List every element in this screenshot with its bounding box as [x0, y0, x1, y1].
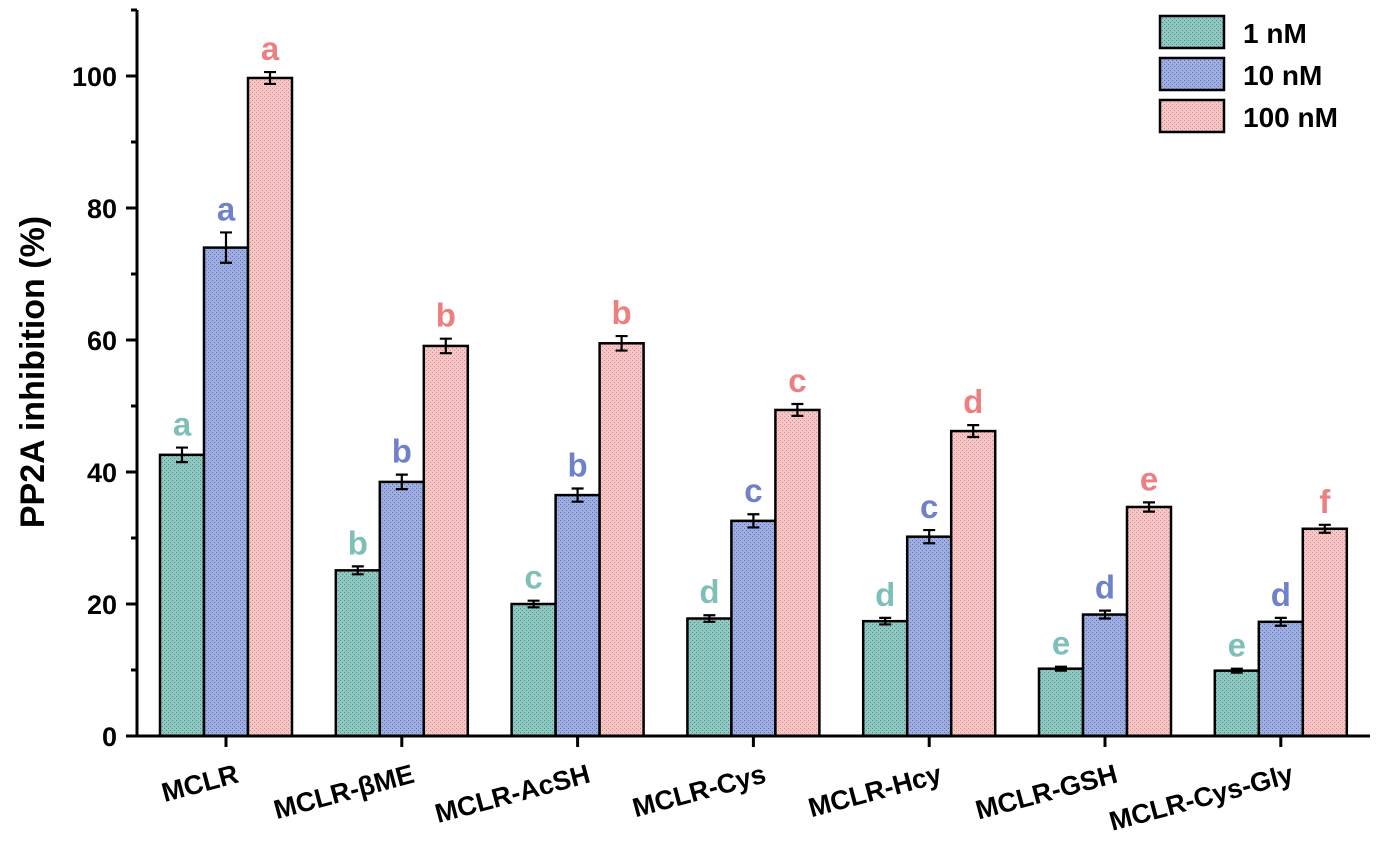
error-bar-10-nm-mclr — [220, 231, 232, 264]
x-tick-label-mclr-acsh: MCLR-AcSH — [432, 759, 593, 829]
significance-letter-1-nm-mclr-me: b — [348, 524, 368, 561]
error-bar-100-nm-mclr-cys-gly — [1318, 523, 1331, 534]
bars-layer — [158, 76, 1349, 738]
error-bar-1-nm-mclr-cys — [703, 614, 716, 623]
y-tick-label-100: 100 — [72, 62, 117, 92]
x-ticks: MCLR MCLR-βME MCLR-AcSH MCLR-Cys MCLR-Hcy MCL… — [158, 736, 1296, 837]
x-tick-label-mclr: MCLR — [158, 759, 241, 808]
bar-10-nm-mclr-acsh — [554, 493, 601, 738]
legend-label-10-nm: 10 nM — [1243, 60, 1322, 91]
legend-swatch-10-nm — [1158, 56, 1226, 92]
bar-1-nm-mclr-acsh — [510, 602, 557, 738]
error-bar-100-nm-mclr-acsh — [615, 334, 628, 352]
error-bar-1-nm-mclr-gsh — [1055, 665, 1067, 672]
y-tick-label-0: 0 — [102, 722, 117, 752]
bar-10-nm-mclr-me — [378, 480, 426, 738]
bar-100-nm-mclr-hcy — [949, 429, 997, 738]
error-bar-1-nm-mclr-me — [351, 565, 364, 576]
bar-1-nm-mclr-cys-gly — [1213, 669, 1261, 738]
significance-letter-100-nm-mclr: a — [261, 30, 280, 67]
error-bar-100-nm-mclr — [264, 70, 276, 86]
bar-1-nm-mclr-gsh — [1037, 667, 1085, 738]
y-ticks: 0 20 40 60 80 100 — [72, 8, 137, 752]
significance-letter-1-nm-mclr-gsh: e — [1052, 625, 1070, 662]
y-axis-label: PP2A inhibition (%) — [14, 216, 52, 528]
significance-letter-10-nm-mclr-hcy: c — [920, 488, 938, 525]
error-bar-10-nm-mclr-cys — [747, 513, 760, 529]
significance-letter-10-nm-mclr-gsh: d — [1095, 569, 1115, 606]
error-bar-100-nm-mclr-hcy — [967, 424, 980, 439]
bar-100-nm-mclr-cys-gly — [1301, 527, 1349, 738]
significance-letter-1-nm-mclr: a — [173, 406, 192, 443]
bar-100-nm-mclr-me — [422, 344, 470, 738]
error-bar-10-nm-mclr-gsh — [1099, 609, 1111, 620]
error-bars-layer — [176, 70, 1331, 674]
y-tick-label-60: 60 — [87, 326, 117, 356]
significance-letter-1-nm-mclr-acsh: c — [524, 559, 542, 596]
error-bar-100-nm-mclr-cys — [791, 402, 804, 417]
bar-10-nm-mclr-gsh — [1081, 613, 1129, 738]
error-bar-1-nm-mclr-hcy — [879, 616, 892, 626]
significance-letter-10-nm-mclr-cys: c — [744, 472, 762, 509]
error-bar-10-nm-mclr-acsh — [571, 487, 584, 503]
significance-letter-1-nm-mclr-cys-gly: e — [1228, 627, 1246, 664]
x-tick-label-mclr-me: MCLR-βME — [271, 759, 418, 825]
legend: 1 nM 10 nM 100 nM — [1158, 14, 1338, 134]
significance-letter-1-nm-mclr-hcy: d — [875, 576, 895, 613]
bar-100-nm-mclr — [246, 76, 294, 738]
error-bar-1-nm-mclr-acsh — [527, 599, 540, 609]
significance-letter-100-nm-mclr-cys-gly: f — [1319, 483, 1331, 520]
significance-letter-100-nm-mclr-hcy: d — [963, 383, 983, 420]
error-bar-10-nm-mclr-cys-gly — [1274, 616, 1287, 627]
bar-10-nm-mclr-cys — [730, 519, 777, 738]
error-bar-100-nm-mclr-me — [439, 337, 452, 355]
bar-100-nm-mclr-acsh — [598, 342, 645, 738]
legend-swatch-1-nm — [1158, 14, 1226, 50]
error-bar-1-nm-mclr-cys-gly — [1230, 667, 1243, 674]
error-bar-1-nm-mclr — [176, 446, 188, 464]
significance-letter-10-nm-mclr-me: b — [392, 433, 412, 470]
significance-letter-10-nm-mclr-cys-gly: d — [1271, 576, 1291, 613]
legend-label-100-nm: 100 nM — [1243, 102, 1338, 133]
bar-10-nm-mclr — [202, 246, 250, 738]
x-tick-label-mclr-hcy: MCLR-Hcy — [805, 759, 945, 823]
significance-letter-10-nm-mclr: a — [217, 190, 236, 227]
x-tick-label-mclr-cys-gly: MCLR-Cys-Gly — [1106, 759, 1296, 837]
error-bar-100-nm-mclr-gsh — [1143, 501, 1155, 513]
significance-letter-1-nm-mclr-cys: d — [699, 573, 719, 610]
x-tick-label-mclr-cys: MCLR-Cys — [629, 759, 769, 823]
significance-letter-100-nm-mclr-gsh: e — [1140, 460, 1158, 497]
significance-letter-100-nm-mclr-me: b — [436, 297, 456, 334]
y-tick-label-40: 40 — [87, 458, 117, 488]
bar-10-nm-mclr-hcy — [905, 535, 953, 738]
bar-1-nm-mclr-hcy — [861, 619, 909, 738]
significance-letter-100-nm-mclr-acsh: b — [612, 294, 632, 331]
bar-10-nm-mclr-cys-gly — [1257, 620, 1305, 738]
y-tick-label-80: 80 — [87, 194, 117, 224]
bar-100-nm-mclr-gsh — [1125, 505, 1173, 738]
significance-letter-100-nm-mclr-cys: c — [788, 362, 806, 399]
bar-1-nm-mclr-cys — [686, 617, 733, 738]
legend-swatch-100-nm — [1158, 98, 1226, 134]
error-bar-10-nm-mclr-hcy — [923, 528, 936, 545]
bar-1-nm-mclr — [158, 453, 206, 738]
x-tick-label-mclr-gsh: MCLR-GSH — [972, 759, 1120, 826]
error-bar-10-nm-mclr-me — [395, 473, 408, 491]
legend-label-1-nm: 1 nM — [1243, 18, 1307, 49]
significance-letter-10-nm-mclr-acsh: b — [568, 447, 588, 484]
bar-1-nm-mclr-me — [334, 569, 382, 738]
y-tick-label-20: 20 — [87, 590, 117, 620]
bar-100-nm-mclr-cys — [774, 408, 821, 738]
